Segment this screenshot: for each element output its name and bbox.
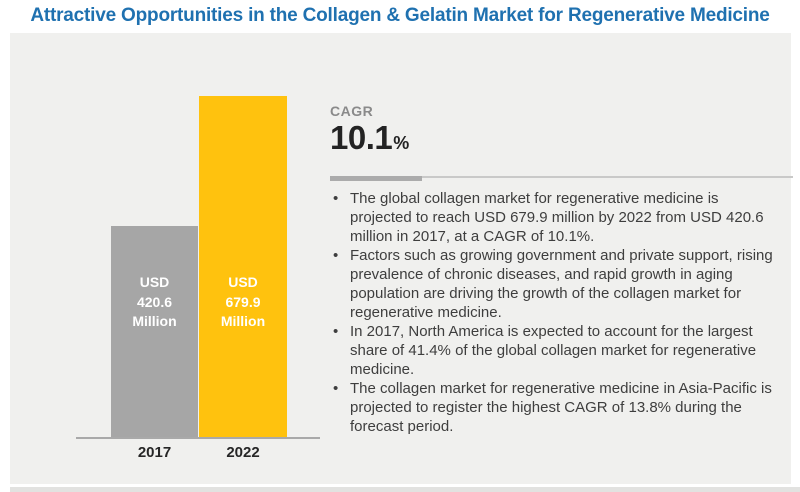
bullet-marker: • xyxy=(333,247,339,264)
bullet-item-4: • The collagen market for regenerative me… xyxy=(330,379,776,436)
bullet-text: The global collagen market for regenerat… xyxy=(350,190,764,245)
divider-line xyxy=(330,176,793,181)
cagr-label: CAGR xyxy=(330,103,374,119)
bullet-text: Factors such as growing government and p… xyxy=(350,247,773,321)
bullet-marker: • xyxy=(333,380,339,397)
bullet-text: The collagen market for regenerative med… xyxy=(350,380,772,435)
page-title: Attractive Opportunities in the Collagen… xyxy=(30,5,770,26)
x-axis-line xyxy=(76,437,320,439)
x-tick-2017: 2017 xyxy=(137,444,172,461)
bar-2022 xyxy=(199,96,287,437)
bar-value-label-2017: USD 420.6 Million xyxy=(132,274,177,329)
bar-value-label-2022: USD 679.9 Million xyxy=(220,274,266,329)
bullet-item-2: • Factors such as growing government and … xyxy=(330,246,776,322)
bottom-strip xyxy=(10,487,800,492)
bullet-marker: • xyxy=(333,190,339,207)
divider-accent xyxy=(330,176,422,181)
summary-panel: CAGR 10.1% • The global collagen market f… xyxy=(330,33,793,484)
bullet-marker: • xyxy=(333,323,339,340)
cagr-percent-sign: % xyxy=(393,133,409,153)
cagr-value: 10.1% xyxy=(330,119,409,162)
content-panel: USD 420.6 Million USD 679.9 Million 2017 2022 … xyxy=(10,33,793,484)
bullet-list: • The global collagen market for regenera… xyxy=(330,189,776,436)
bullet-text: In 2017, North America is expected to ac… xyxy=(350,323,757,378)
x-tick-2022: 2022 xyxy=(226,444,260,461)
bar-chart: USD 420.6 Million USD 679.9 Million 2017 2022 xyxy=(10,33,340,484)
cagr-number: 10.1 xyxy=(330,119,393,156)
bullet-item-3: • In 2017, North America is expected to a… xyxy=(330,322,776,379)
bar-2017 xyxy=(111,226,198,437)
bullet-item-1: • The global collagen market for regenera… xyxy=(330,189,776,246)
